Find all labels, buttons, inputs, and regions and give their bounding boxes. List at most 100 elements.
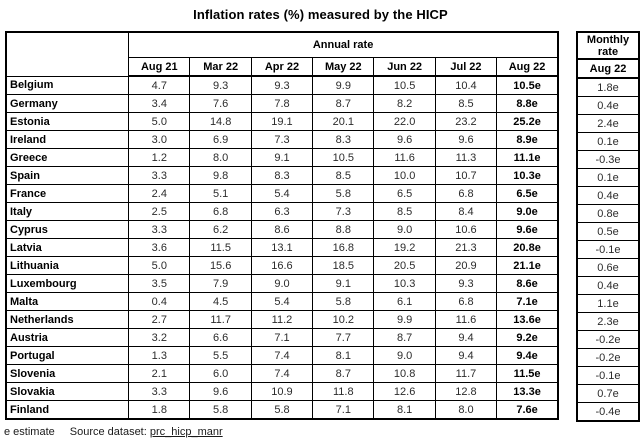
annual-value: 9.0e [496,202,559,221]
annual-value: 5.8 [312,292,375,311]
annual-value: 21.3 [434,238,498,257]
source-dataset-link[interactable]: prc_hicp_manr [149,426,223,438]
monthly-row: 2.3e [576,312,640,331]
country-label: Germany [5,94,130,113]
annual-value: 6.5 [373,184,436,203]
table-row: Cyprus 3.3 6.2 8.6 8.8 9.0 10.6 9.6e [5,220,559,239]
annual-value: 5.4 [250,292,314,311]
country-label: Latvia [5,238,130,257]
monthly-row: -0.3e [576,150,640,169]
annual-value: 8.5 [312,166,375,185]
monthly-row: 0.4e [576,186,640,205]
annual-value: 9.3 [189,75,252,95]
country-label: Netherlands [5,310,130,329]
annual-value: 7.7 [312,328,375,347]
annual-value: 8.1 [373,400,436,420]
annual-value: 13.6e [496,310,559,329]
annual-value: 9.6 [373,130,436,149]
annual-value: 1.3 [128,346,191,365]
annual-value: 10.9 [250,382,314,401]
annual-value: 13.3e [496,382,559,401]
annual-value: 25.2e [496,112,559,131]
column-header: Jun 22 [373,57,436,77]
monthly-row: 0.6e [576,258,640,277]
annual-value: 6.8 [434,292,498,311]
annual-value: 9.1 [312,274,375,293]
monthly-value: 0.5e [576,222,640,241]
annual-value: 11.7 [189,310,252,329]
monthly-value: -0.1e [576,240,640,259]
monthly-row: 0.4e [576,276,640,295]
table-row: Belgium 4.7 9.3 9.3 9.9 10.5 10.4 10.5e [5,75,559,95]
monthly-row: 0.7e [576,384,640,403]
table-row: Slovenia 2.1 6.0 7.4 8.7 10.8 11.7 11.5e [5,364,559,383]
annual-value: 9.0 [250,274,314,293]
annual-value: 9.3 [434,274,498,293]
annual-value: 1.2 [128,148,191,167]
monthly-rate-group-header: Monthly rate [576,31,640,60]
annual-value: 7.8 [250,94,314,113]
annual-value: 9.2e [496,328,559,347]
annual-value: 5.0 [128,256,191,275]
annual-value: 7.6 [189,94,252,113]
annual-value: 3.3 [128,166,191,185]
annual-value: 9.9 [312,75,375,95]
annual-tbody: Belgium 4.7 9.3 9.3 9.9 10.5 10.4 10.5e Germany 3… [5,75,559,420]
annual-value: 7.1 [250,328,314,347]
monthly-row: 0.8e [576,204,640,223]
annual-value: 11.1e [496,148,559,167]
annual-value: 1.8 [128,400,191,420]
monthly-row: 0.1e [576,168,640,187]
annual-value: 5.4 [250,184,314,203]
annual-value: 7.4 [250,364,314,383]
annual-value: 9.3 [250,75,314,95]
annual-value: 8.3 [250,166,314,185]
annual-value: 3.0 [128,130,191,149]
annual-value: 0.4 [128,292,191,311]
monthly-row: 0.4e [576,96,640,115]
monthly-value: 0.7e [576,384,640,403]
column-header: Jul 22 [434,57,498,77]
annual-value: 10.6 [434,220,498,239]
annual-value: 8.6e [496,274,559,293]
monthly-value: -0.4e [576,402,640,422]
annual-value: 3.3 [128,382,191,401]
annual-value: 11.8 [312,382,375,401]
annual-value: 8.1 [312,346,375,365]
table-row: Ireland 3.0 6.9 7.3 8.3 9.6 9.6 8.9e [5,130,559,149]
annual-value: 10.5 [312,148,375,167]
annual-value: 11.7 [434,364,498,383]
annual-value: 10.5e [496,75,559,95]
country-label: Lithuania [5,256,130,275]
monthly-row: -0.4e [576,402,640,422]
table-row: Portugal 1.3 5.5 7.4 8.1 9.0 9.4 9.4e [5,346,559,365]
annual-value: 4.7 [128,75,191,95]
annual-value: 11.5 [189,238,252,257]
column-header-row: Aug 21 Mar 22 Apr 22 May 22 Jun 22 Jul 2… [6,57,559,77]
monthly-row: 1.8e [576,77,640,97]
table-row: France 2.4 5.1 5.4 5.8 6.5 6.8 6.5e [5,184,559,203]
annual-value: 6.9 [189,130,252,149]
annual-value: 15.6 [189,256,252,275]
annual-value: 5.8 [189,400,252,420]
country-label: Slovenia [5,364,130,383]
column-header: Aug 21 [128,57,191,77]
monthly-value: 0.8e [576,204,640,223]
annual-value: 8.7 [312,94,375,113]
monthly-column-header-row: Aug 22 [576,58,640,79]
country-label: Malta [5,292,130,311]
annual-value: 5.8 [250,400,314,420]
annual-value: 8.2 [373,94,436,113]
country-label: Luxembourg [5,274,130,293]
monthly-row: 0.1e [576,132,640,151]
annual-value: 9.0 [373,346,436,365]
monthly-row: 1.1e [576,294,640,313]
annual-value: 7.4 [250,346,314,365]
annual-value: 9.9 [373,310,436,329]
annual-value: 8.0 [434,400,498,420]
monthly-value: 0.4e [576,96,640,115]
annual-value: 7.3 [312,202,375,221]
monthly-value: 2.4e [576,114,640,133]
annual-value: 14.8 [189,112,252,131]
annual-value: 20.9 [434,256,498,275]
